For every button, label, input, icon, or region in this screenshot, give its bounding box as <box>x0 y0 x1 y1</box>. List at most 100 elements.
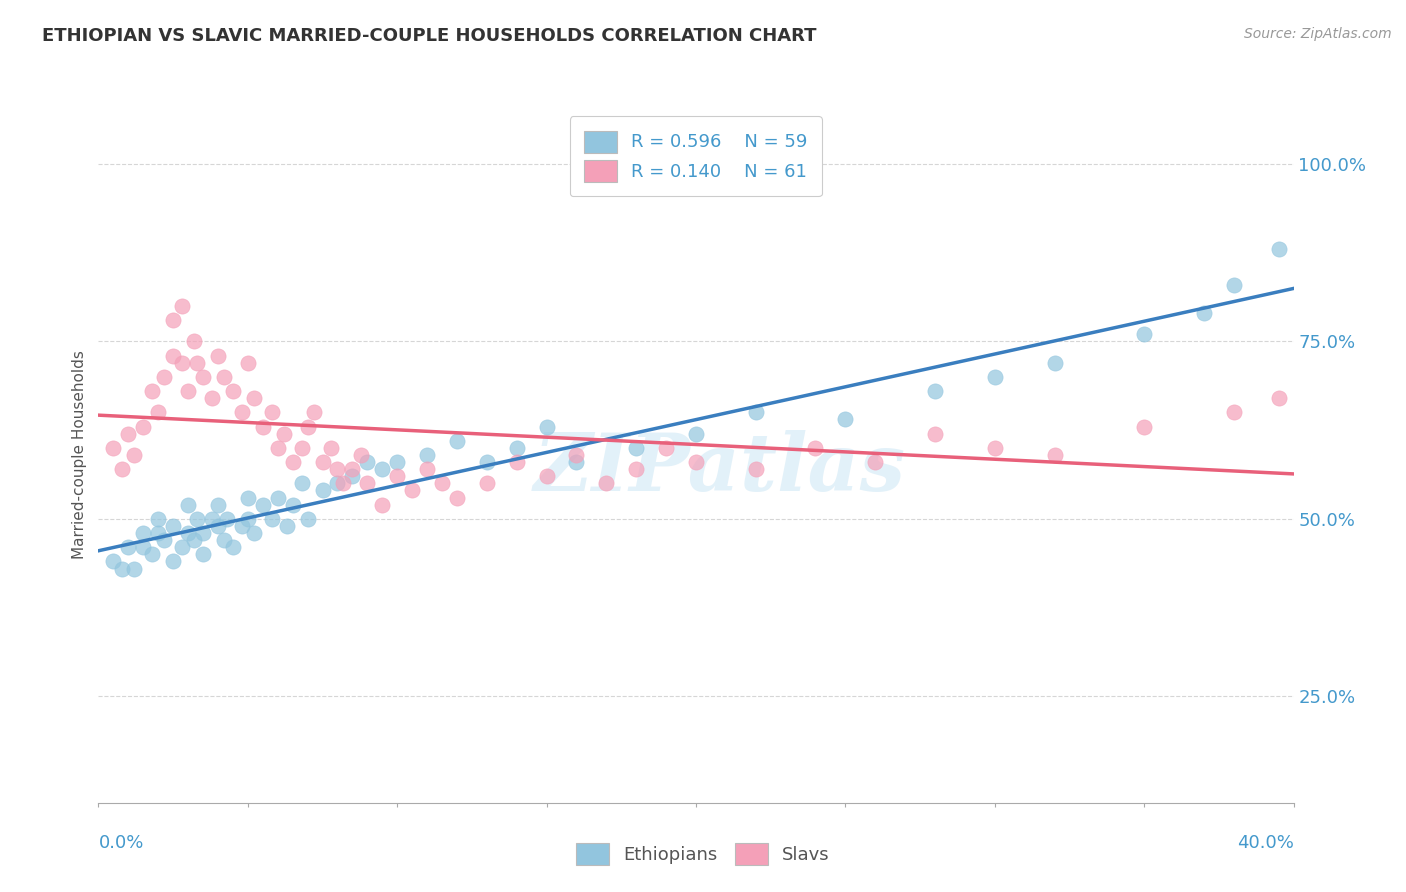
Legend: R = 0.596    N = 59, R = 0.140    N = 61: R = 0.596 N = 59, R = 0.140 N = 61 <box>569 116 823 196</box>
Point <box>231 405 253 419</box>
Point <box>231 519 253 533</box>
Point <box>183 334 205 349</box>
Point <box>103 441 125 455</box>
Point <box>132 419 155 434</box>
Point <box>1133 419 1156 434</box>
Point <box>834 412 856 426</box>
Point <box>153 369 176 384</box>
Point <box>177 526 200 541</box>
Point <box>111 462 134 476</box>
Point <box>162 554 184 568</box>
Point <box>222 540 245 554</box>
Point <box>326 476 349 491</box>
Point <box>236 356 259 370</box>
Point <box>332 476 354 491</box>
Point <box>416 448 439 462</box>
Point <box>117 426 139 441</box>
Point <box>177 384 200 398</box>
Point <box>207 349 229 363</box>
Point <box>745 405 768 419</box>
Y-axis label: Married-couple Households: Married-couple Households <box>72 351 87 559</box>
Point <box>685 426 707 441</box>
Point <box>655 441 678 455</box>
Point <box>1043 356 1066 370</box>
Point <box>172 356 194 370</box>
Point <box>132 526 155 541</box>
Point <box>186 512 208 526</box>
Point <box>624 462 647 476</box>
Point <box>685 455 707 469</box>
Point <box>162 519 184 533</box>
Point <box>117 540 139 554</box>
Point <box>290 441 312 455</box>
Point <box>124 561 146 575</box>
Point <box>371 462 394 476</box>
Point <box>162 349 184 363</box>
Point <box>267 491 290 505</box>
Point <box>281 455 304 469</box>
Point <box>1043 448 1066 462</box>
Point <box>191 547 214 561</box>
Point <box>356 476 378 491</box>
Point <box>924 384 946 398</box>
Point <box>506 441 529 455</box>
Point <box>401 483 423 498</box>
Point <box>385 455 409 469</box>
Point <box>207 519 229 533</box>
Point <box>162 313 184 327</box>
Text: 0.0%: 0.0% <box>98 834 143 852</box>
Point <box>267 441 290 455</box>
Text: 40.0%: 40.0% <box>1237 834 1294 852</box>
Point <box>148 405 170 419</box>
Point <box>111 561 134 575</box>
Point <box>565 455 588 469</box>
Point <box>595 476 617 491</box>
Point <box>321 441 343 455</box>
Point <box>212 533 235 548</box>
Text: Source: ZipAtlas.com: Source: ZipAtlas.com <box>1244 27 1392 41</box>
Point <box>536 469 558 483</box>
Point <box>446 491 468 505</box>
Point <box>804 441 827 455</box>
Point <box>177 498 200 512</box>
Text: ZIPatlas: ZIPatlas <box>534 430 905 508</box>
Point <box>350 448 373 462</box>
Legend: Ethiopians, Slavs: Ethiopians, Slavs <box>567 834 839 874</box>
Point <box>236 491 259 505</box>
Point <box>311 483 333 498</box>
Point <box>201 391 224 405</box>
Point <box>356 455 378 469</box>
Point <box>186 356 208 370</box>
Point <box>212 369 235 384</box>
Point <box>745 462 768 476</box>
Point <box>141 547 163 561</box>
Point <box>1267 391 1289 405</box>
Point <box>124 448 146 462</box>
Point <box>311 455 333 469</box>
Point <box>260 512 283 526</box>
Point <box>172 540 194 554</box>
Point <box>865 455 887 469</box>
Point <box>1133 327 1156 342</box>
Point <box>371 498 394 512</box>
Point <box>416 462 439 476</box>
Point <box>342 469 364 483</box>
Point <box>191 526 214 541</box>
Point <box>153 533 176 548</box>
Point <box>148 512 170 526</box>
Point <box>983 369 1005 384</box>
Point <box>222 384 245 398</box>
Point <box>281 498 304 512</box>
Point <box>342 462 364 476</box>
Point <box>260 405 283 419</box>
Point <box>297 512 319 526</box>
Point <box>1192 306 1215 320</box>
Point <box>297 419 319 434</box>
Text: ETHIOPIAN VS SLAVIC MARRIED-COUPLE HOUSEHOLDS CORRELATION CHART: ETHIOPIAN VS SLAVIC MARRIED-COUPLE HOUSE… <box>42 27 817 45</box>
Point <box>191 369 214 384</box>
Point <box>624 441 647 455</box>
Point <box>536 419 558 434</box>
Point <box>446 434 468 448</box>
Point <box>252 419 274 434</box>
Point <box>983 441 1005 455</box>
